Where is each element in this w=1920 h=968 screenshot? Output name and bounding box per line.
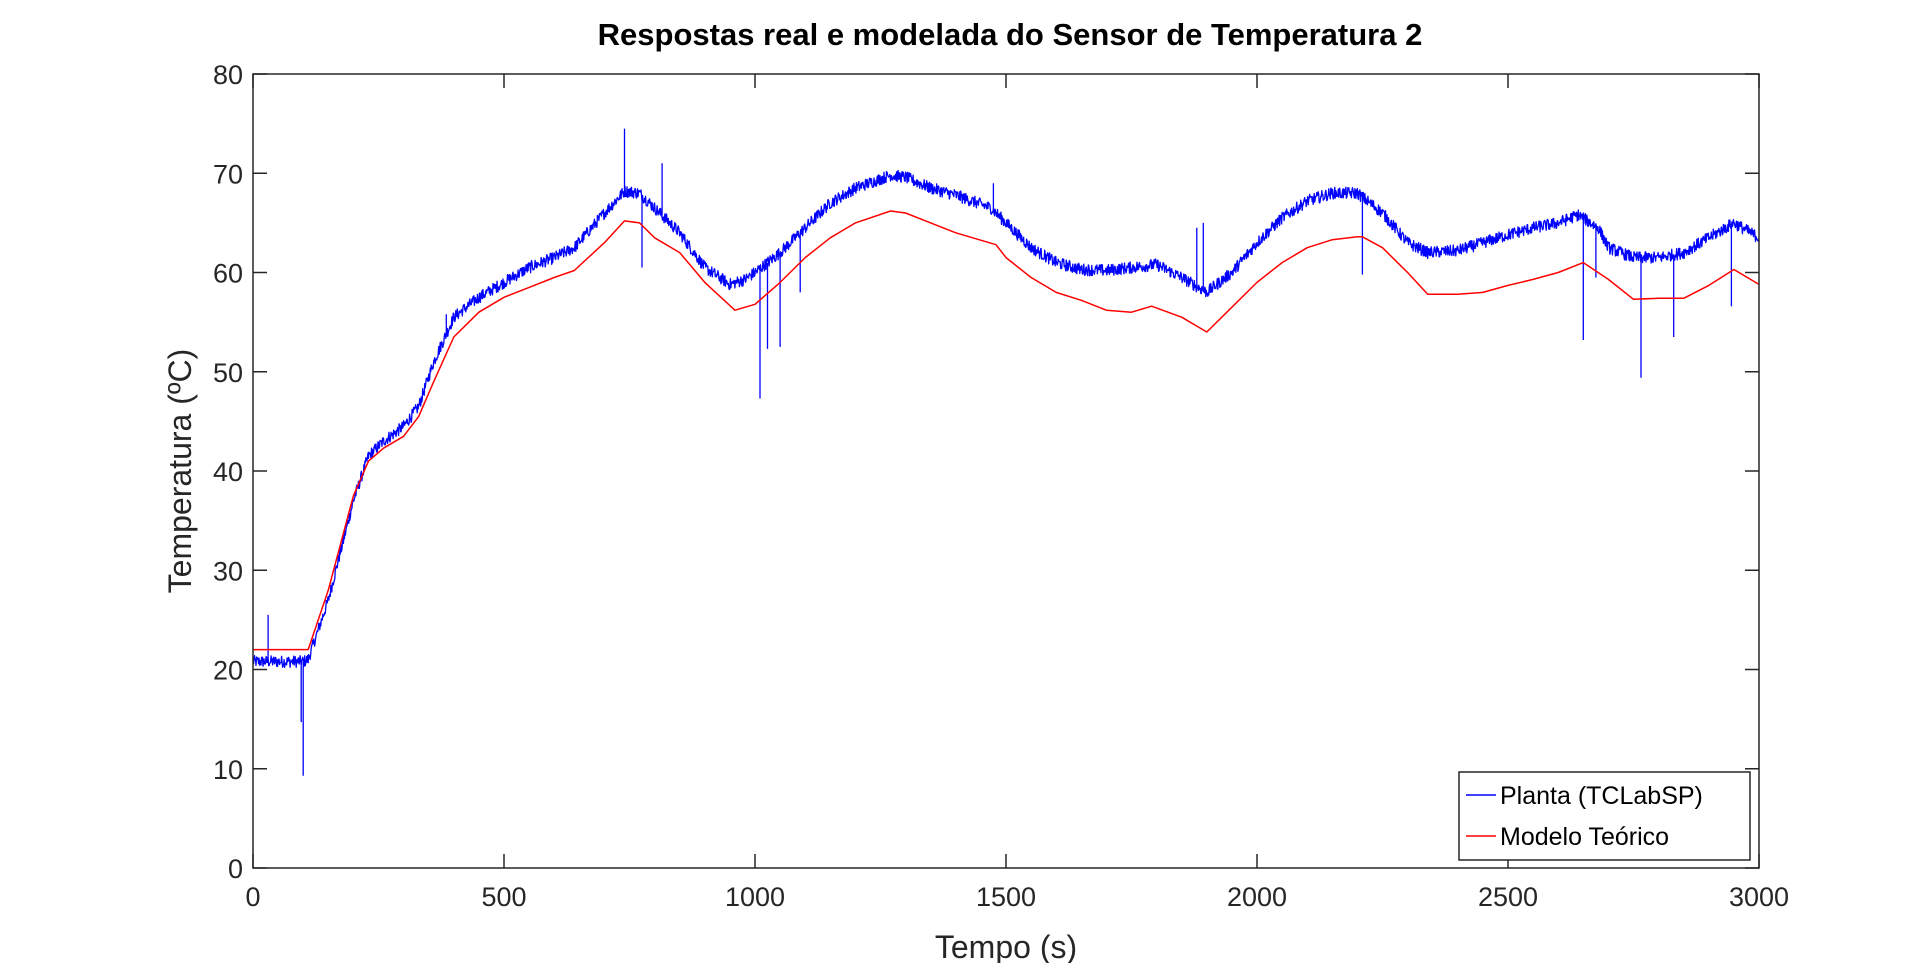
plot-area xyxy=(253,74,1759,868)
legend: Planta (TCLabSP) Modelo Teórico xyxy=(1458,771,1751,861)
legend-box xyxy=(1458,771,1751,861)
x-tick-label: 0 xyxy=(245,882,260,912)
y-tick-label: 40 xyxy=(213,457,243,487)
series-layer xyxy=(252,128,1760,776)
y-tick-label: 80 xyxy=(213,60,243,90)
x-tick-label: 500 xyxy=(481,882,526,912)
x-tick-label: 1000 xyxy=(725,882,785,912)
x-tick-label: 1500 xyxy=(976,882,1036,912)
axes-layer: 0 500 1000 1500 2000 2500 3000 0 10 20 30 40 50 60 70 8… xyxy=(213,60,1789,912)
chart-title: Respostas real e modelada do Sensor de T… xyxy=(598,17,1423,52)
y-tick-label: 20 xyxy=(213,656,243,686)
y-tick-label: 50 xyxy=(213,358,243,388)
x-tick-label: 3000 xyxy=(1729,882,1789,912)
legend-label-modelo: Modelo Teórico xyxy=(1500,823,1669,851)
legend-label-planta: Planta (TCLabSP) xyxy=(1500,782,1703,810)
x-tick-label: 2000 xyxy=(1227,882,1287,912)
x-axis-label: Tempo (s) xyxy=(935,929,1077,963)
y-tick-label: 10 xyxy=(213,755,243,785)
y-tick-label: 30 xyxy=(213,556,243,586)
series-line-modelo xyxy=(253,210,1760,651)
x-tick-label: 2500 xyxy=(1478,882,1538,912)
y-axis-label: Temperatura (ºC) xyxy=(162,349,198,594)
y-tick-label: 60 xyxy=(213,259,243,289)
y-tick-label: 0 xyxy=(228,854,243,884)
y-tick-label: 70 xyxy=(213,159,243,189)
